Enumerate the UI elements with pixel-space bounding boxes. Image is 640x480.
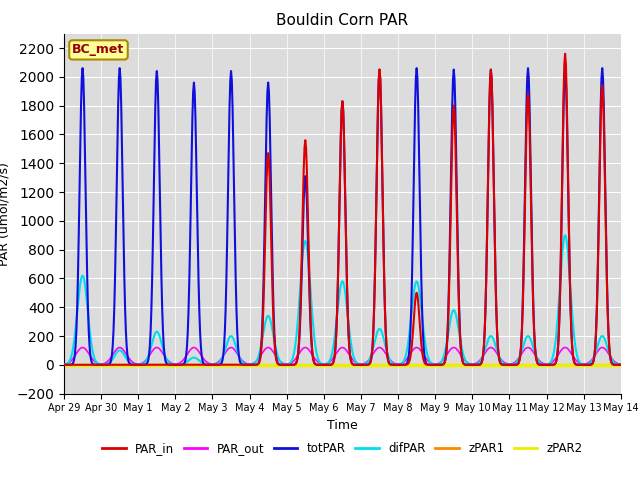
PAR_in — [127, 362, 135, 368]
totPAR — [70, 357, 78, 363]
difPAR — [127, 361, 135, 367]
difPAR — [172, 362, 179, 368]
totPAR — [412, 103, 419, 108]
PAR_in — [213, 362, 221, 368]
zPAR2 — [616, 362, 624, 368]
totPAR — [283, 362, 291, 368]
zPAR2 — [426, 362, 434, 368]
PAR_in — [70, 362, 78, 368]
Text: BC_met: BC_met — [72, 43, 125, 56]
zPAR2 — [213, 362, 221, 368]
Line: totPAR: totPAR — [64, 68, 620, 365]
difPAR — [70, 338, 78, 344]
Title: Bouldin Corn PAR: Bouldin Corn PAR — [276, 13, 408, 28]
PAR_out — [616, 361, 624, 367]
Line: PAR_out: PAR_out — [64, 348, 620, 364]
zPAR1 — [184, 362, 191, 368]
X-axis label: Time: Time — [327, 419, 358, 432]
totPAR — [128, 362, 136, 368]
zPAR1 — [426, 362, 434, 368]
PAR_out — [128, 359, 136, 365]
PAR_out — [70, 354, 78, 360]
zPAR2 — [127, 362, 135, 368]
PAR_out — [410, 346, 418, 351]
totPAR — [60, 362, 68, 368]
zPAR2 — [70, 362, 78, 368]
zPAR2 — [184, 362, 191, 368]
Line: difPAR: difPAR — [64, 235, 620, 365]
zPAR1 — [60, 362, 68, 368]
difPAR — [427, 360, 435, 365]
Line: PAR_in: PAR_in — [64, 54, 620, 365]
zPAR1 — [70, 362, 78, 368]
totPAR — [214, 362, 221, 368]
zPAR2 — [410, 362, 417, 368]
PAR_in — [616, 362, 624, 368]
zPAR1 — [410, 362, 417, 368]
zPAR1 — [616, 362, 624, 368]
difPAR — [214, 361, 221, 367]
PAR_out — [60, 361, 68, 367]
PAR_out — [427, 360, 435, 366]
PAR_out — [185, 349, 193, 355]
totPAR — [79, 65, 86, 71]
difPAR — [185, 358, 193, 363]
PAR_in — [561, 51, 569, 57]
totPAR — [616, 362, 624, 368]
PAR_in — [184, 362, 191, 368]
difPAR — [410, 287, 418, 292]
zPAR2 — [60, 362, 68, 368]
PAR_in — [410, 320, 417, 326]
totPAR — [428, 362, 435, 368]
zPAR1 — [127, 362, 135, 368]
difPAR — [561, 232, 569, 238]
zPAR1 — [213, 362, 221, 368]
PAR_in — [60, 362, 68, 368]
Y-axis label: PAR (umol/m2/s): PAR (umol/m2/s) — [0, 162, 11, 265]
PAR_out — [79, 345, 86, 350]
difPAR — [60, 362, 68, 368]
totPAR — [185, 308, 193, 314]
Legend: PAR_in, PAR_out, totPAR, difPAR, zPAR1, zPAR2: PAR_in, PAR_out, totPAR, difPAR, zPAR1, … — [97, 437, 588, 460]
PAR_out — [214, 360, 221, 365]
PAR_in — [426, 362, 434, 368]
difPAR — [616, 362, 624, 368]
